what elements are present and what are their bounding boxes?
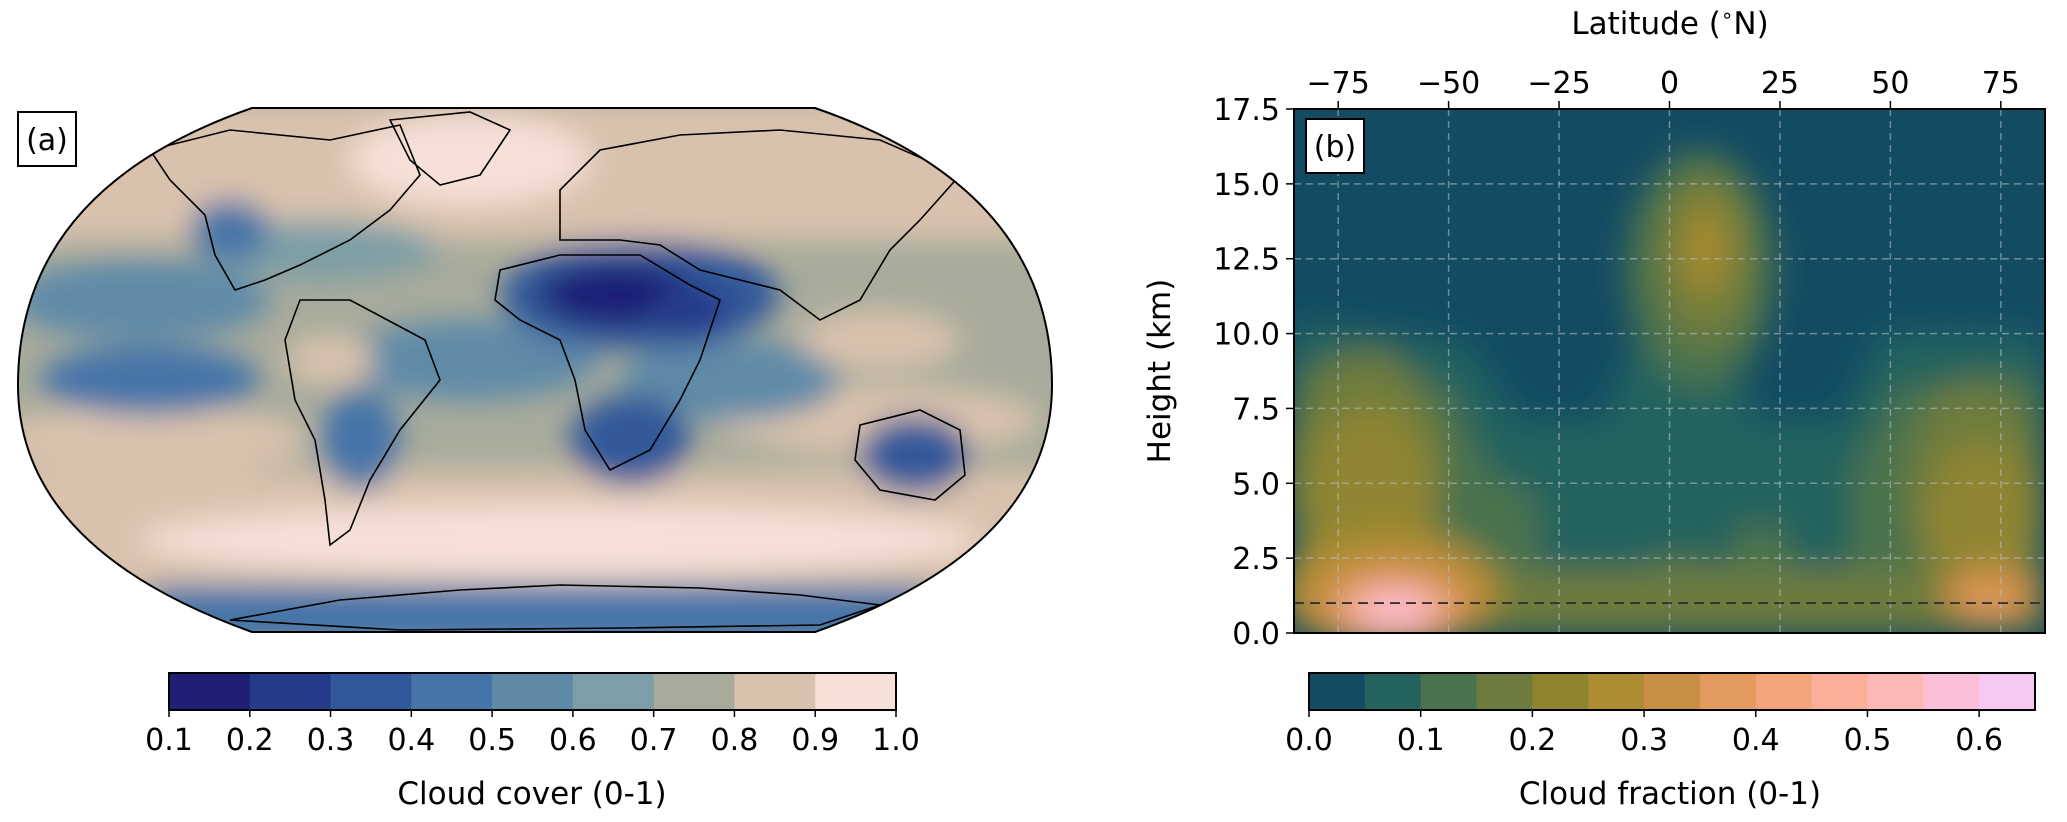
colorbar-a-swatch bbox=[815, 673, 897, 710]
y-axis-b: 0.0 2.5 5.0 7.5 10.0 12.5 15.0 17.5 bbox=[1213, 93, 1294, 652]
y-axis-b-label: Height (km) bbox=[1142, 279, 1178, 464]
colorbar-a-frame bbox=[168, 672, 897, 711]
x-tick-label: 25 bbox=[1761, 66, 1799, 101]
y-tick-label: 12.5 bbox=[1213, 243, 1280, 278]
cloud-cover-field bbox=[18, 108, 1052, 632]
cloud-fraction-field bbox=[1294, 109, 2045, 633]
panel-a-label-box bbox=[17, 111, 77, 167]
colorbar-a-tick-label: 0.9 bbox=[791, 723, 839, 758]
colorbar-b-swatch bbox=[1979, 673, 2036, 710]
colorbar-b-swatch bbox=[1588, 673, 1645, 710]
coast-eurasia bbox=[559, 129, 962, 321]
y-tick-label: 15.0 bbox=[1213, 168, 1280, 203]
colorbar-b-swatch bbox=[1309, 673, 1366, 710]
colorbar-b: 0.0 0.1 0.2 0.3 0.4 0.5 0.6 bbox=[1285, 672, 2036, 758]
colorbar-b-swatch bbox=[1476, 673, 1533, 710]
colorbar-a-swatch bbox=[249, 673, 332, 710]
colorbar-b-swatch bbox=[1644, 673, 1701, 710]
colorbar-b-label: Cloud fraction (0-1) bbox=[1519, 776, 1821, 812]
colorbar-b-tick-label: 0.3 bbox=[1620, 723, 1668, 758]
coast-africa bbox=[494, 254, 721, 472]
colorbar-b-tick-label: 0.0 bbox=[1285, 723, 1333, 758]
x-tick-label: 75 bbox=[1982, 66, 2020, 101]
colorbar-a-tick-label: 0.5 bbox=[468, 723, 516, 758]
panel-b-label-box bbox=[1305, 118, 1365, 174]
colorbar-a-tick-label: 0.7 bbox=[630, 723, 678, 758]
colorbar-a-label: Cloud cover (0-1) bbox=[397, 776, 666, 812]
y-tick-label: 10.0 bbox=[1213, 318, 1280, 353]
x-axis-b-label: Latitude (∘N) bbox=[1571, 3, 1768, 42]
x-axis-b: −75 −50 −25 0 25 50 75 bbox=[1307, 66, 2020, 109]
colorbar-a-tick-label: 0.1 bbox=[145, 723, 193, 758]
y-tick-label: 0.0 bbox=[1232, 617, 1280, 652]
colorbar-b-tick-label: 0.2 bbox=[1509, 723, 1557, 758]
colorbar-a-tick-label: 0.4 bbox=[387, 723, 435, 758]
map-frame bbox=[16, 107, 1054, 633]
y-tick-label: 5.0 bbox=[1232, 467, 1280, 502]
colorbar-a-swatch bbox=[330, 673, 412, 710]
coast-greenland bbox=[388, 111, 512, 186]
colorbar-b-tick-label: 0.1 bbox=[1397, 723, 1445, 758]
coast-north-america bbox=[148, 124, 421, 291]
colorbar-b-swatch bbox=[1811, 673, 1868, 710]
x-tick-label: −75 bbox=[1307, 66, 1370, 101]
panel-b-label: (b) bbox=[1314, 130, 1356, 165]
x-tick-label: −50 bbox=[1417, 66, 1480, 101]
coast-antarctica bbox=[229, 584, 881, 631]
x-tick-label: 50 bbox=[1871, 66, 1909, 101]
colorbar-a-tick-label: 0.8 bbox=[711, 723, 759, 758]
colorbar-b-swatch bbox=[1532, 673, 1589, 710]
colorbar-b-frame bbox=[1308, 672, 2036, 711]
colorbar-b-tick-label: 0.6 bbox=[1955, 723, 2003, 758]
y-tick-label: 2.5 bbox=[1232, 542, 1280, 577]
y-tick-label: 7.5 bbox=[1232, 392, 1280, 427]
colorbar-b-swatch bbox=[1420, 673, 1478, 710]
panel-a-label: (a) bbox=[26, 123, 68, 158]
coastlines bbox=[148, 111, 966, 631]
colorbar-a-swatch bbox=[734, 673, 816, 710]
coast-south-america bbox=[284, 299, 441, 547]
colorbar-b-tick-label: 0.4 bbox=[1732, 723, 1780, 758]
x-tick-label: 0 bbox=[1660, 66, 1679, 101]
map-panel: (a) bbox=[16, 107, 1054, 633]
colorbar-a-swatch bbox=[411, 673, 493, 710]
colorbar-b-swatch bbox=[1923, 673, 1980, 710]
colorbar-a: 0.1 0.2 0.3 0.4 0.5 0.6 0.7 0.8 0.9 1.0 bbox=[145, 672, 920, 758]
colorbar-b-tick-label: 0.5 bbox=[1844, 723, 1892, 758]
colorbar-a-swatch bbox=[572, 673, 655, 710]
colorbar-a-tick-label: 0.6 bbox=[549, 723, 597, 758]
colorbar-a-tick-label: 0.3 bbox=[307, 723, 355, 758]
colorbar-a-swatch bbox=[492, 673, 574, 710]
x-tick-label: −25 bbox=[1527, 66, 1590, 101]
colorbar-b-swatch bbox=[1867, 673, 1924, 710]
colorbar-a-tick-label: 1.0 bbox=[872, 723, 920, 758]
cross-section-panel: (b) −75 −50 −25 0 25 50 75 0.0 2.5 5.0 7.5 10.0 12.… bbox=[1142, 3, 2046, 652]
colorbar-b-swatch bbox=[1699, 673, 1757, 710]
coast-australia bbox=[854, 409, 966, 501]
colorbar-b-swatch bbox=[1755, 673, 1813, 710]
colorbar-b-swatch bbox=[1364, 673, 1422, 710]
colorbar-a-swatch bbox=[169, 673, 251, 710]
colorbar-a-swatch bbox=[653, 673, 735, 710]
colorbar-a-tick-label: 0.2 bbox=[226, 723, 274, 758]
y-tick-label: 17.5 bbox=[1213, 93, 1280, 128]
